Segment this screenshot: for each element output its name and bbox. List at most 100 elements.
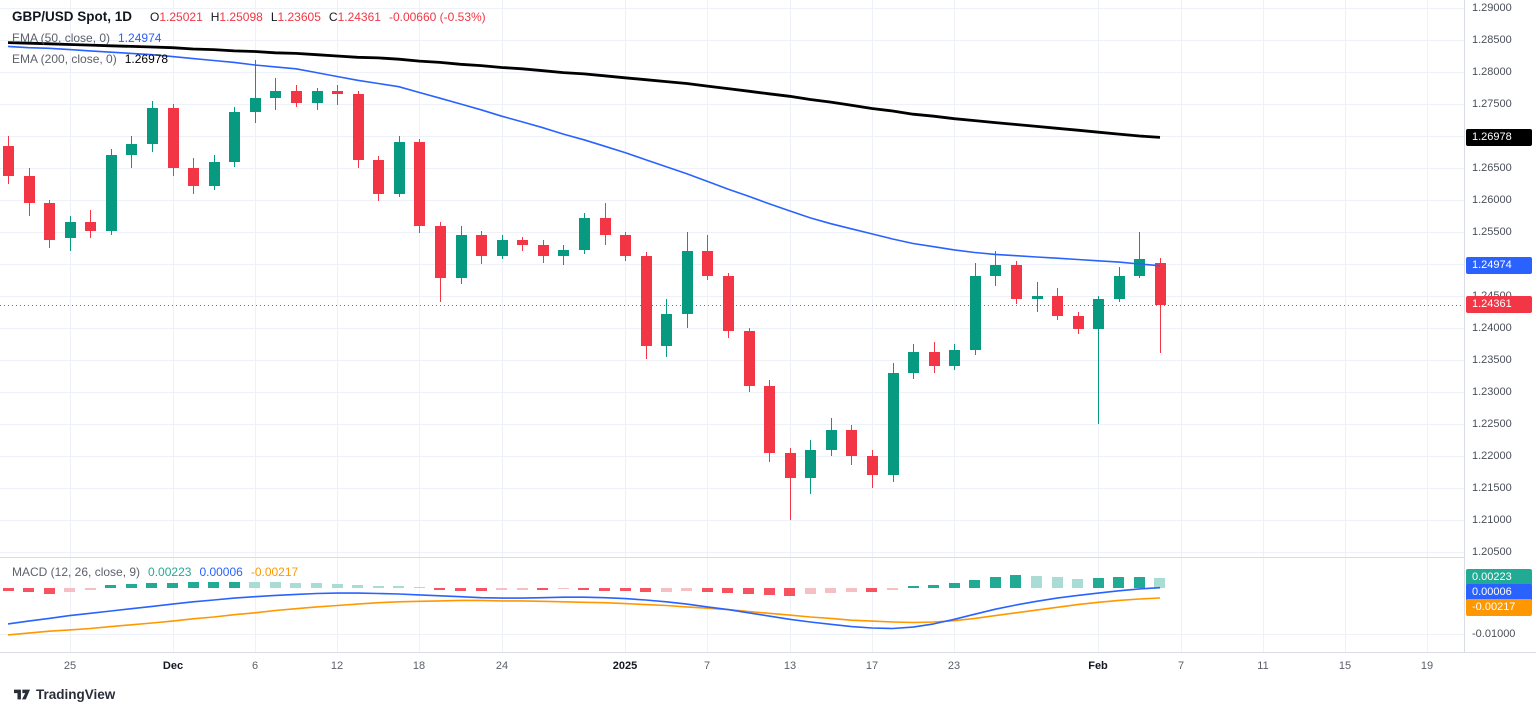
macd-bar: [784, 588, 795, 596]
candle-body: [44, 203, 55, 240]
price-tick-label: 1.21500: [1472, 482, 1512, 494]
macd-bar: [887, 588, 898, 590]
time-tick-label: 19: [1420, 660, 1434, 672]
time-tick-label: Feb: [1088, 660, 1108, 672]
macd-line[interactable]: [7, 586, 1161, 630]
ema200-line[interactable]: [7, 41, 1161, 139]
main-legend: GBP/USD Spot, 1D O 1.25021 H 1.25098 L 1.23…: [12, 6, 486, 69]
macd-bar: [290, 583, 301, 588]
pane-separator[interactable]: [0, 557, 1536, 558]
time-tick-label: 25: [63, 660, 77, 672]
candle-body: [24, 176, 35, 203]
macd-hist-badge: 0.00223: [1466, 569, 1532, 587]
macd-bar: [620, 588, 631, 591]
ema50-label: EMA (50, close, 0): [12, 30, 111, 45]
macd-bar: [1052, 577, 1063, 588]
macd-tick-label: -0.01000: [1472, 628, 1516, 640]
macd-bar: [908, 586, 919, 588]
macd-bar: [23, 588, 34, 592]
candle-body: [538, 245, 549, 256]
ema50-value: 1.24974: [118, 30, 162, 45]
candle-body: [250, 98, 261, 112]
symbol-legend-row[interactable]: GBP/USD Spot, 1D O 1.25021 H 1.25098 L 1.23…: [12, 6, 486, 27]
candle-body: [147, 108, 158, 144]
ema200-price-badge: 1.26978: [1466, 128, 1532, 146]
candle-body: [332, 91, 343, 94]
candle-body: [641, 256, 652, 346]
symbol-title[interactable]: GBP/USD Spot, 1D: [12, 9, 133, 24]
candle-body: [826, 430, 837, 450]
macd-bar: [85, 588, 96, 590]
candle-body: [1093, 299, 1104, 329]
candle-body: [126, 144, 137, 155]
candle-body: [1114, 276, 1125, 299]
candles-layer[interactable]: [3, 60, 1166, 520]
low-value: 1.23605: [277, 9, 321, 24]
ema200-legend-row[interactable]: EMA (200, close, 0) 1.26978: [12, 48, 486, 69]
macd-bar: [434, 588, 445, 590]
candle-body: [209, 162, 220, 186]
macd-bar: [743, 588, 754, 594]
macd-bar: [455, 588, 466, 591]
candle-body: [1011, 265, 1022, 299]
macd-bar: [537, 588, 548, 590]
time-tick-label: 12: [330, 660, 344, 672]
tradingview-logo-text: TradingView: [36, 687, 116, 702]
macd-bar: [146, 583, 157, 588]
macd-bar: [578, 588, 589, 590]
macd-signal-value: -0.00217: [250, 564, 299, 579]
price-axis[interactable]: 1.29000 1.28500 1.28000 1.27500 1.26500 1.260…: [1465, 0, 1536, 652]
candle-body: [1073, 316, 1084, 329]
ema200-value: 1.26978: [124, 51, 169, 66]
candle-body: [394, 142, 405, 194]
candle-body: [517, 240, 528, 245]
price-tick-label: 1.26000: [1472, 194, 1512, 206]
macd-bar: [311, 583, 322, 588]
ema50-legend-row[interactable]: EMA (50, close, 0) 1.24974: [12, 27, 486, 48]
macd-bar: [208, 582, 219, 588]
candle-body: [1032, 296, 1043, 299]
macd-bar: [332, 584, 343, 588]
macd-bar: [661, 588, 672, 592]
open-label: O: [150, 9, 160, 24]
macd-legend-row[interactable]: MACD (12, 26, close, 9) 0.00223 0.00006 …: [12, 561, 298, 582]
ema200-label: EMA (200, close, 0): [12, 51, 117, 66]
macd-bar: [722, 588, 733, 593]
time-tick-label: 13: [783, 660, 797, 672]
candle-body: [805, 450, 816, 478]
macd-bar: [702, 588, 713, 592]
macd-bar: [517, 588, 528, 590]
time-tick-label: 17: [865, 660, 879, 672]
time-tick-label: 23: [947, 660, 961, 672]
candle-body: [373, 160, 384, 194]
macd-bar: [681, 588, 692, 591]
macd-signal-line[interactable]: [7, 597, 1161, 636]
macd-bar: [1113, 577, 1124, 588]
time-tick-label: 18: [412, 660, 426, 672]
macd-bar: [805, 588, 816, 594]
price-tick-label: 1.28000: [1472, 66, 1512, 78]
time-tick-label: 24: [495, 660, 509, 672]
candle-body: [990, 265, 1001, 276]
macd-bar: [373, 586, 384, 588]
macd-bar: [352, 585, 363, 588]
chart-canvas[interactable]: [0, 0, 1464, 652]
candle-body: [291, 91, 302, 103]
candle-body: [1155, 263, 1166, 305]
macd-bar: [846, 588, 857, 592]
time-tick-label: 11: [1257, 660, 1269, 672]
tradingview-logo[interactable]: TradingView: [14, 687, 115, 702]
candle-body: [1052, 296, 1063, 316]
candle-body: [456, 235, 467, 278]
time-axis[interactable]: 25 Dec 6 12 18 24 2025 7 13 17 23 Feb 7 11 15 19: [0, 652, 1536, 681]
change-value: -0.00660 (-0.53%): [388, 9, 486, 24]
price-tick-label: 1.22000: [1472, 450, 1512, 462]
candle-body: [600, 218, 611, 235]
macd-line-badge: 0.00006: [1466, 584, 1532, 602]
ema50-line[interactable]: [7, 45, 1161, 267]
price-tick-label: 1.24000: [1472, 322, 1512, 334]
candle-body: [723, 276, 734, 331]
price-tick-label: 1.23000: [1472, 386, 1512, 398]
candle-body: [65, 222, 76, 238]
